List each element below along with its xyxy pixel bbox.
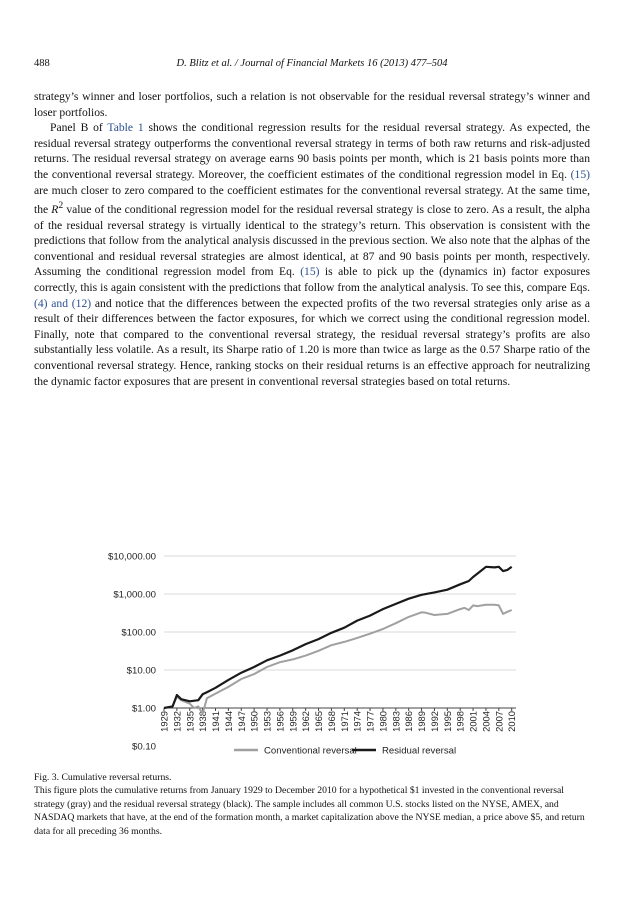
x-tick-label: 1947 [236, 711, 247, 732]
y-tick-label: $1,000.00 [113, 590, 156, 601]
cumulative-returns-chart: $0.10 $1.00 $10.00 $100.00 $1,000.00 $10,000.… [108, 552, 517, 757]
legend-label-conventional: Conventional reversal [264, 746, 357, 757]
y-tick-label: $10,000.00 [108, 552, 156, 563]
paragraph-2-text-c: are much closer to zero compared to the … [34, 183, 590, 217]
paragraph-2-text-b: shows the conditional regression results… [34, 121, 590, 181]
figure-3-chart: $0.10 $1.00 $10.00 $100.00 $1,000.00 $10,000.… [88, 542, 528, 760]
eqs-4-12-link[interactable]: (4) and (12) [34, 296, 92, 310]
r-squared-superscript: 2 [58, 200, 64, 212]
x-tick-label: 1929 [159, 711, 170, 732]
x-tick-label: 2010 [506, 711, 517, 732]
x-tick-label: 1956 [274, 711, 285, 732]
paragraph-1: strategy’s winner and loser portfolios, … [34, 89, 590, 120]
x-tick-label: 1962 [300, 711, 311, 732]
series-line-residual [163, 565, 513, 710]
x-tick-label: 1995 [442, 711, 453, 732]
figure-caption: Fig. 3. Cumulative reversal returns. Thi… [34, 771, 590, 838]
series-line-conventional [163, 603, 513, 715]
x-tick-label: 1989 [416, 711, 427, 732]
paragraph-2-text-a: Panel B of [50, 121, 108, 135]
x-tick-label: 1944 [223, 711, 234, 732]
x-tick-label: 2007 [493, 711, 504, 732]
paragraph-1-text: strategy’s winner and loser portfolios, … [34, 90, 590, 119]
y-tick-label: $0.10 [132, 742, 156, 753]
y-tick-label: $1.00 [132, 704, 156, 715]
x-tick-label: 1968 [326, 711, 337, 732]
caption-title: Fig. 3. Cumulative reversal returns. [34, 772, 172, 783]
legend-label-residual: Residual reversal [382, 746, 456, 757]
x-tick-label: 1986 [403, 711, 414, 732]
body-text: strategy’s winner and loser portfolios, … [34, 89, 590, 389]
x-tick-label: 1953 [262, 711, 273, 732]
x-tick-label: 1941 [210, 711, 221, 732]
x-tick-label: 1932 [171, 711, 182, 732]
y-tick-label: $10.00 [127, 666, 156, 677]
x-tick-label: 1977 [365, 711, 376, 732]
caption-text: This figure plots the cumulative returns… [34, 785, 585, 837]
x-tick-label: 1938 [197, 711, 208, 732]
page-header: 488 D. Blitz et al. / Journal of Financi… [34, 58, 590, 74]
x-tick-label: 1998 [455, 711, 466, 732]
paragraph-2-text-f: and notice that the differences between … [34, 296, 590, 388]
eq-15-link[interactable]: (15) [570, 167, 590, 181]
y-tick-label: $100.00 [121, 628, 156, 639]
x-tick-label: 1980 [377, 711, 388, 732]
eq-15-link-2[interactable]: (15) [300, 265, 320, 279]
x-tick-label: 1992 [429, 711, 440, 732]
page-number: 488 [34, 58, 50, 69]
paragraph-2: Panel B of Table 1 shows the conditional… [34, 120, 590, 389]
x-tick-label: 1935 [184, 711, 195, 732]
paragraph-2-text-e: is able to pick up the (dynamics in) fac… [34, 265, 590, 294]
x-tick-label: 1974 [352, 711, 363, 732]
x-tick-label: 1950 [249, 711, 260, 732]
table-1-link[interactable]: Table 1 [107, 121, 144, 135]
x-tick-label: 1971 [339, 711, 350, 732]
running-head: D. Blitz et al. / Journal of Financial M… [176, 58, 448, 69]
x-tick-label: 2004 [480, 711, 491, 732]
x-tick-label: 2001 [468, 711, 479, 732]
r-squared-symbol: R [51, 203, 59, 217]
x-tick-label: 1965 [313, 711, 324, 732]
x-tick-label: 1983 [390, 711, 401, 732]
paragraph-2-text-d: value of the conditional regression mode… [34, 203, 590, 279]
x-tick-label: 1959 [287, 711, 298, 732]
